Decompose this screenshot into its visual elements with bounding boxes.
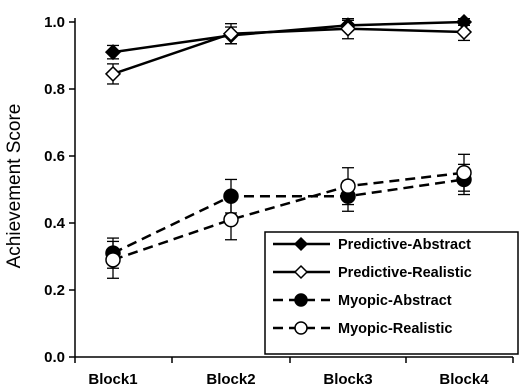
series-line bbox=[112, 20, 465, 54]
data-point bbox=[339, 20, 357, 37]
legend-item: Myopic-Realistic bbox=[273, 321, 452, 337]
y-tick-label: 0.0 bbox=[44, 349, 65, 366]
legend-marker bbox=[294, 293, 308, 307]
legend: Predictive-Abstract Predictive-Realistic M… bbox=[264, 231, 519, 355]
y-tick-label: 0.2 bbox=[44, 282, 65, 299]
data-point bbox=[455, 23, 473, 41]
x-axis: Block1 Block2 Block3 Block4 bbox=[74, 356, 514, 388]
legend-box bbox=[264, 231, 519, 355]
data-point bbox=[223, 211, 239, 228]
series-line bbox=[112, 171, 465, 262]
data-point bbox=[340, 178, 356, 194]
series-predictive-abstract bbox=[104, 13, 473, 61]
y-axis: 0.0 0.2 0.4 0.6 0.8 1.0 bbox=[44, 14, 76, 366]
series-myopic-realistic bbox=[105, 153, 472, 279]
data-point bbox=[104, 44, 122, 61]
legend-marker bbox=[294, 321, 308, 335]
data-point bbox=[222, 25, 240, 42]
legend-marker bbox=[293, 264, 309, 280]
data-point bbox=[104, 65, 122, 82]
x-tick-label: Block1 bbox=[88, 371, 137, 388]
legend-label: Predictive-Abstract bbox=[338, 237, 471, 253]
x-tick-label: Block3 bbox=[323, 371, 372, 388]
series-layer bbox=[104, 13, 473, 279]
legend-label: Predictive-Realistic bbox=[338, 265, 472, 281]
legend-marker bbox=[293, 236, 309, 252]
y-axis-label: Achievement Score bbox=[4, 104, 25, 269]
y-tick-label: 0.4 bbox=[44, 215, 66, 232]
legend-item: Predictive-Realistic bbox=[273, 264, 472, 281]
x-tick-label: Block4 bbox=[439, 371, 489, 388]
series-line bbox=[112, 27, 465, 76]
series-predictive-realistic bbox=[104, 17, 473, 85]
legend-label: Myopic-Realistic bbox=[338, 321, 452, 337]
legend-item: Predictive-Abstract bbox=[273, 236, 471, 253]
legend-item: Myopic-Abstract bbox=[273, 293, 452, 309]
data-point bbox=[456, 165, 472, 181]
data-point bbox=[105, 252, 121, 268]
x-tick-label: Block2 bbox=[206, 371, 255, 388]
y-tick-label: 0.6 bbox=[44, 148, 65, 165]
y-tick-label: 0.8 bbox=[44, 81, 65, 98]
series-line bbox=[112, 178, 465, 255]
legend-label: Myopic-Abstract bbox=[338, 293, 452, 309]
y-tick-label: 1.0 bbox=[44, 14, 65, 31]
